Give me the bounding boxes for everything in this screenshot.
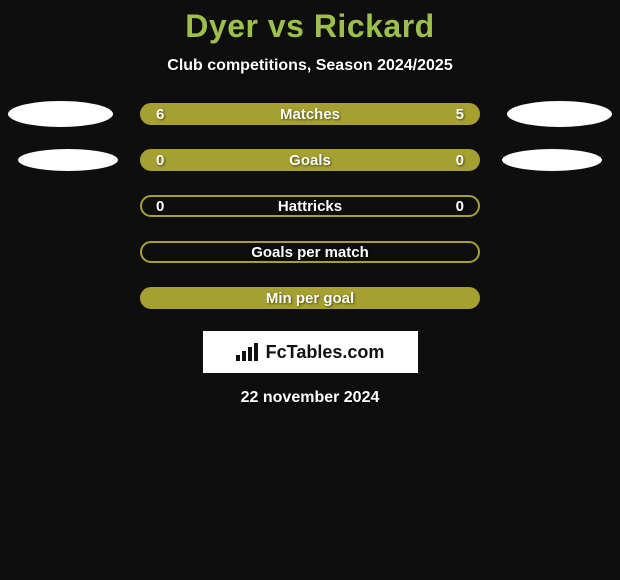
logo-text: FcTables.com	[266, 342, 385, 363]
page-subtitle: Club competitions, Season 2024/2025	[167, 57, 452, 75]
chart-bar	[248, 347, 252, 361]
stat-bar: 0 Hattricks 0	[140, 195, 480, 217]
chart-bar	[236, 355, 240, 361]
bar-chart-icon	[236, 343, 258, 361]
stat-bar: Min per goal	[140, 287, 480, 309]
stats-rows: 6 Matches 5 0 Goals 0 0 Hattricks 0 Goals per mat…	[0, 103, 620, 309]
stat-right-value: 5	[450, 106, 464, 123]
fctables-logo[interactable]: FcTables.com	[203, 331, 418, 373]
chart-bar	[242, 351, 246, 361]
player-right-marker	[502, 149, 602, 171]
stat-label: Min per goal	[266, 290, 354, 307]
snapshot-date: 22 november 2024	[241, 389, 380, 407]
stat-row: 6 Matches 5	[0, 103, 620, 125]
stat-bar: 0 Goals 0	[140, 149, 480, 171]
chart-bar	[254, 343, 258, 361]
comparison-widget: Dyer vs Rickard Club competitions, Seaso…	[0, 0, 620, 580]
stat-row: Min per goal	[0, 287, 620, 309]
stat-left-value: 0	[156, 198, 170, 215]
page-title: Dyer vs Rickard	[185, 8, 434, 45]
stat-row: 0 Hattricks 0	[0, 195, 620, 217]
stat-label: Goals	[289, 152, 331, 169]
stat-left-value: 0	[156, 152, 170, 169]
player-left-marker	[18, 149, 118, 171]
stat-right-value: 0	[450, 198, 464, 215]
stat-row: Goals per match	[0, 241, 620, 263]
stat-bar: Goals per match	[140, 241, 480, 263]
stat-left-value: 6	[156, 106, 170, 123]
player-left-marker	[8, 101, 113, 127]
stat-bar: 6 Matches 5	[140, 103, 480, 125]
stat-right-value: 0	[450, 152, 464, 169]
player-right-marker	[507, 101, 612, 127]
stat-label: Hattricks	[278, 198, 342, 215]
stat-label: Goals per match	[251, 244, 369, 261]
stat-row: 0 Goals 0	[0, 149, 620, 171]
stat-label: Matches	[280, 106, 340, 123]
